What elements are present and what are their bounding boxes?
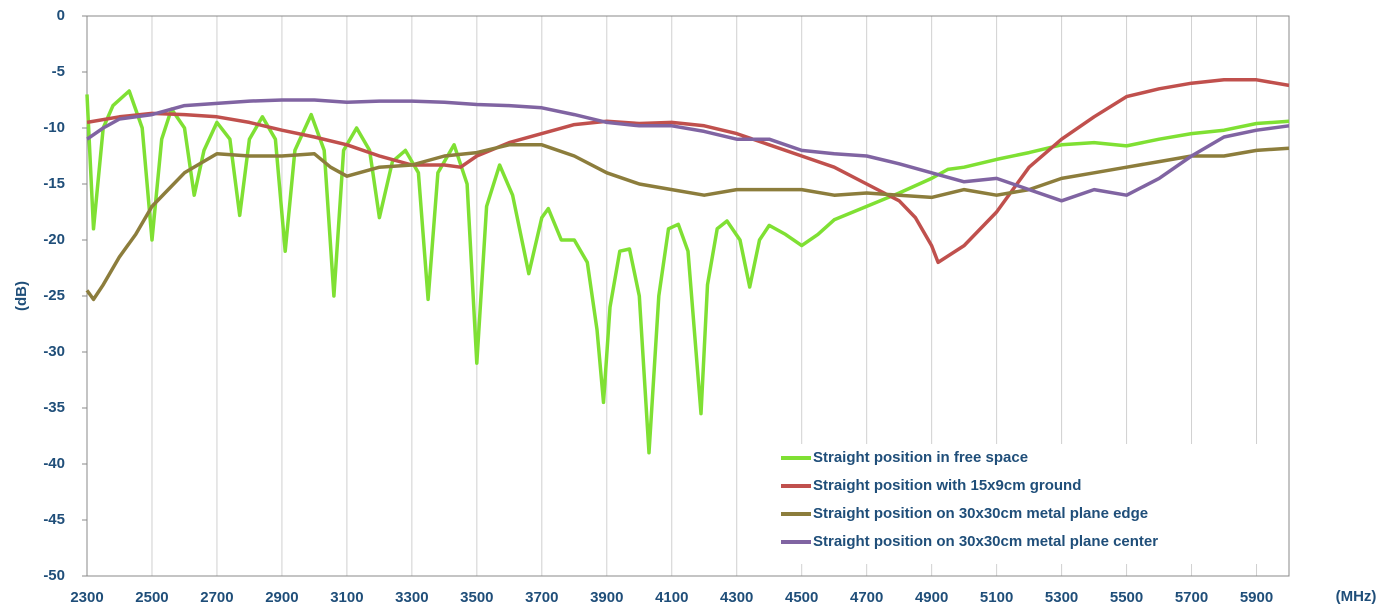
plot-frame <box>86 15 1290 577</box>
legend-box <box>777 444 1281 564</box>
x-tick-label: 5500 <box>1110 589 1143 606</box>
x-tick-label: 3700 <box>525 589 558 606</box>
legend-label: Straight position in free space <box>813 449 1028 466</box>
x-tick-label: 4100 <box>655 589 688 606</box>
legend-label: Straight position on 30x30cm metal plane… <box>813 505 1148 522</box>
x-tick-label: 3900 <box>590 589 623 606</box>
y-tick-label: -40 <box>43 455 65 472</box>
series-line <box>85 143 1290 302</box>
x-tick-label: 3300 <box>395 589 428 606</box>
legend-label: Straight position with 15x9cm ground <box>813 477 1081 494</box>
y-tick-label: -30 <box>43 343 65 360</box>
x-tick-label: 2900 <box>265 589 298 606</box>
y-tick-label: -15 <box>43 175 65 192</box>
x-tick-label: 5700 <box>1175 589 1208 606</box>
x-tick-label: 3500 <box>460 589 493 606</box>
y-tick-label: -50 <box>43 567 65 584</box>
y-axis-label: (dB) <box>13 281 30 311</box>
x-tick-label: 2700 <box>200 589 233 606</box>
y-tick-label: -5 <box>52 63 65 80</box>
y-tick-label: 0 <box>57 7 65 24</box>
x-tick-label: 2500 <box>135 589 168 606</box>
x-tick-label: 4900 <box>915 589 948 606</box>
y-tick-label: -25 <box>43 287 65 304</box>
y-tick-label: -10 <box>43 119 65 136</box>
x-tick-label: 5300 <box>1045 589 1078 606</box>
y-tick-label: -20 <box>43 231 65 248</box>
legend-label: Straight position on 30x30cm metal plane… <box>813 533 1158 550</box>
x-tick-label: 4500 <box>785 589 818 606</box>
series-line <box>86 78 1290 265</box>
x-tick-label: 5900 <box>1240 589 1273 606</box>
x-tick-label: 5100 <box>980 589 1013 606</box>
series-line <box>85 89 1290 455</box>
x-tick-label: 4700 <box>850 589 883 606</box>
x-tick-label: 2300 <box>70 589 103 606</box>
series-line <box>86 98 1290 203</box>
x-tick-label: 3100 <box>330 589 363 606</box>
y-tick-label: -45 <box>43 511 65 528</box>
y-tick-label: -35 <box>43 399 65 416</box>
x-axis-label: (MHz) <box>1336 588 1377 605</box>
x-tick-label: 4300 <box>720 589 753 606</box>
